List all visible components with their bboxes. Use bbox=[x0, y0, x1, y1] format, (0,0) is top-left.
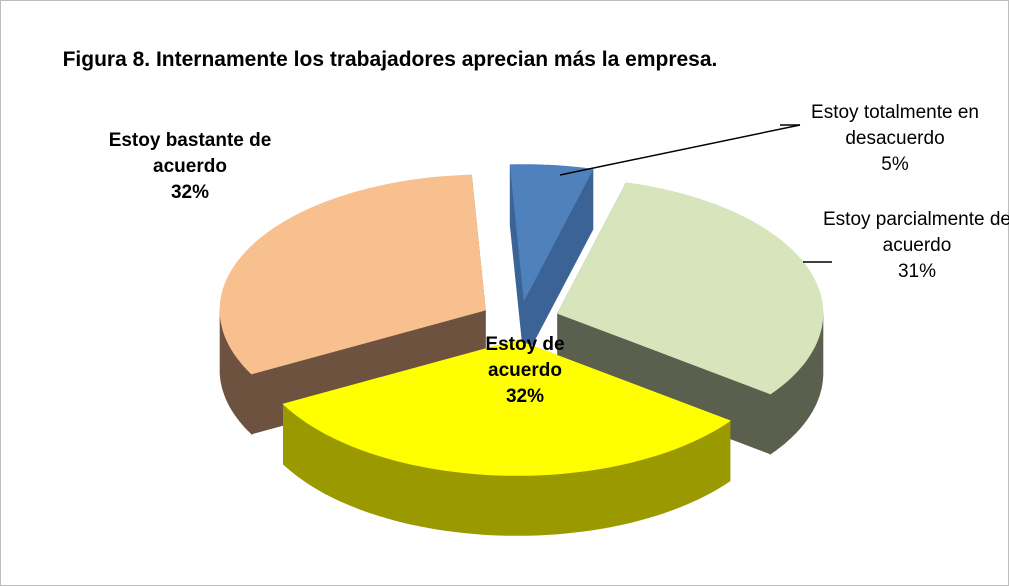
label-value: 5% bbox=[881, 154, 909, 175]
pie-slice bbox=[219, 174, 486, 375]
data-label: Estoy totalmente en desacuerdo 5% bbox=[800, 100, 990, 178]
pie-slice bbox=[509, 164, 594, 302]
label-category: Estoy totalmente en desacuerdo bbox=[811, 102, 979, 149]
label-value: 32% bbox=[170, 182, 210, 203]
pie-slice bbox=[282, 339, 731, 476]
label-category: Estoy parcialmente de acuerdo bbox=[823, 209, 1009, 256]
pie-slice bbox=[557, 182, 824, 395]
data-label: Estoy bastante de acuerdo 32% bbox=[100, 128, 280, 206]
leader-line bbox=[559, 124, 801, 176]
data-label: Estoy parcialmente de acuerdo 31% bbox=[822, 207, 1009, 285]
label-category: Estoy bastante de acuerdo bbox=[108, 130, 272, 177]
label-value: 32% bbox=[505, 386, 545, 407]
label-category: Estoy de acuerdo bbox=[485, 334, 565, 381]
label-value: 31% bbox=[897, 261, 937, 282]
data-label: Estoy de acuerdo 32% bbox=[460, 332, 590, 410]
chart-title: Figura 8. Internamente los trabajadores … bbox=[62, 48, 718, 71]
